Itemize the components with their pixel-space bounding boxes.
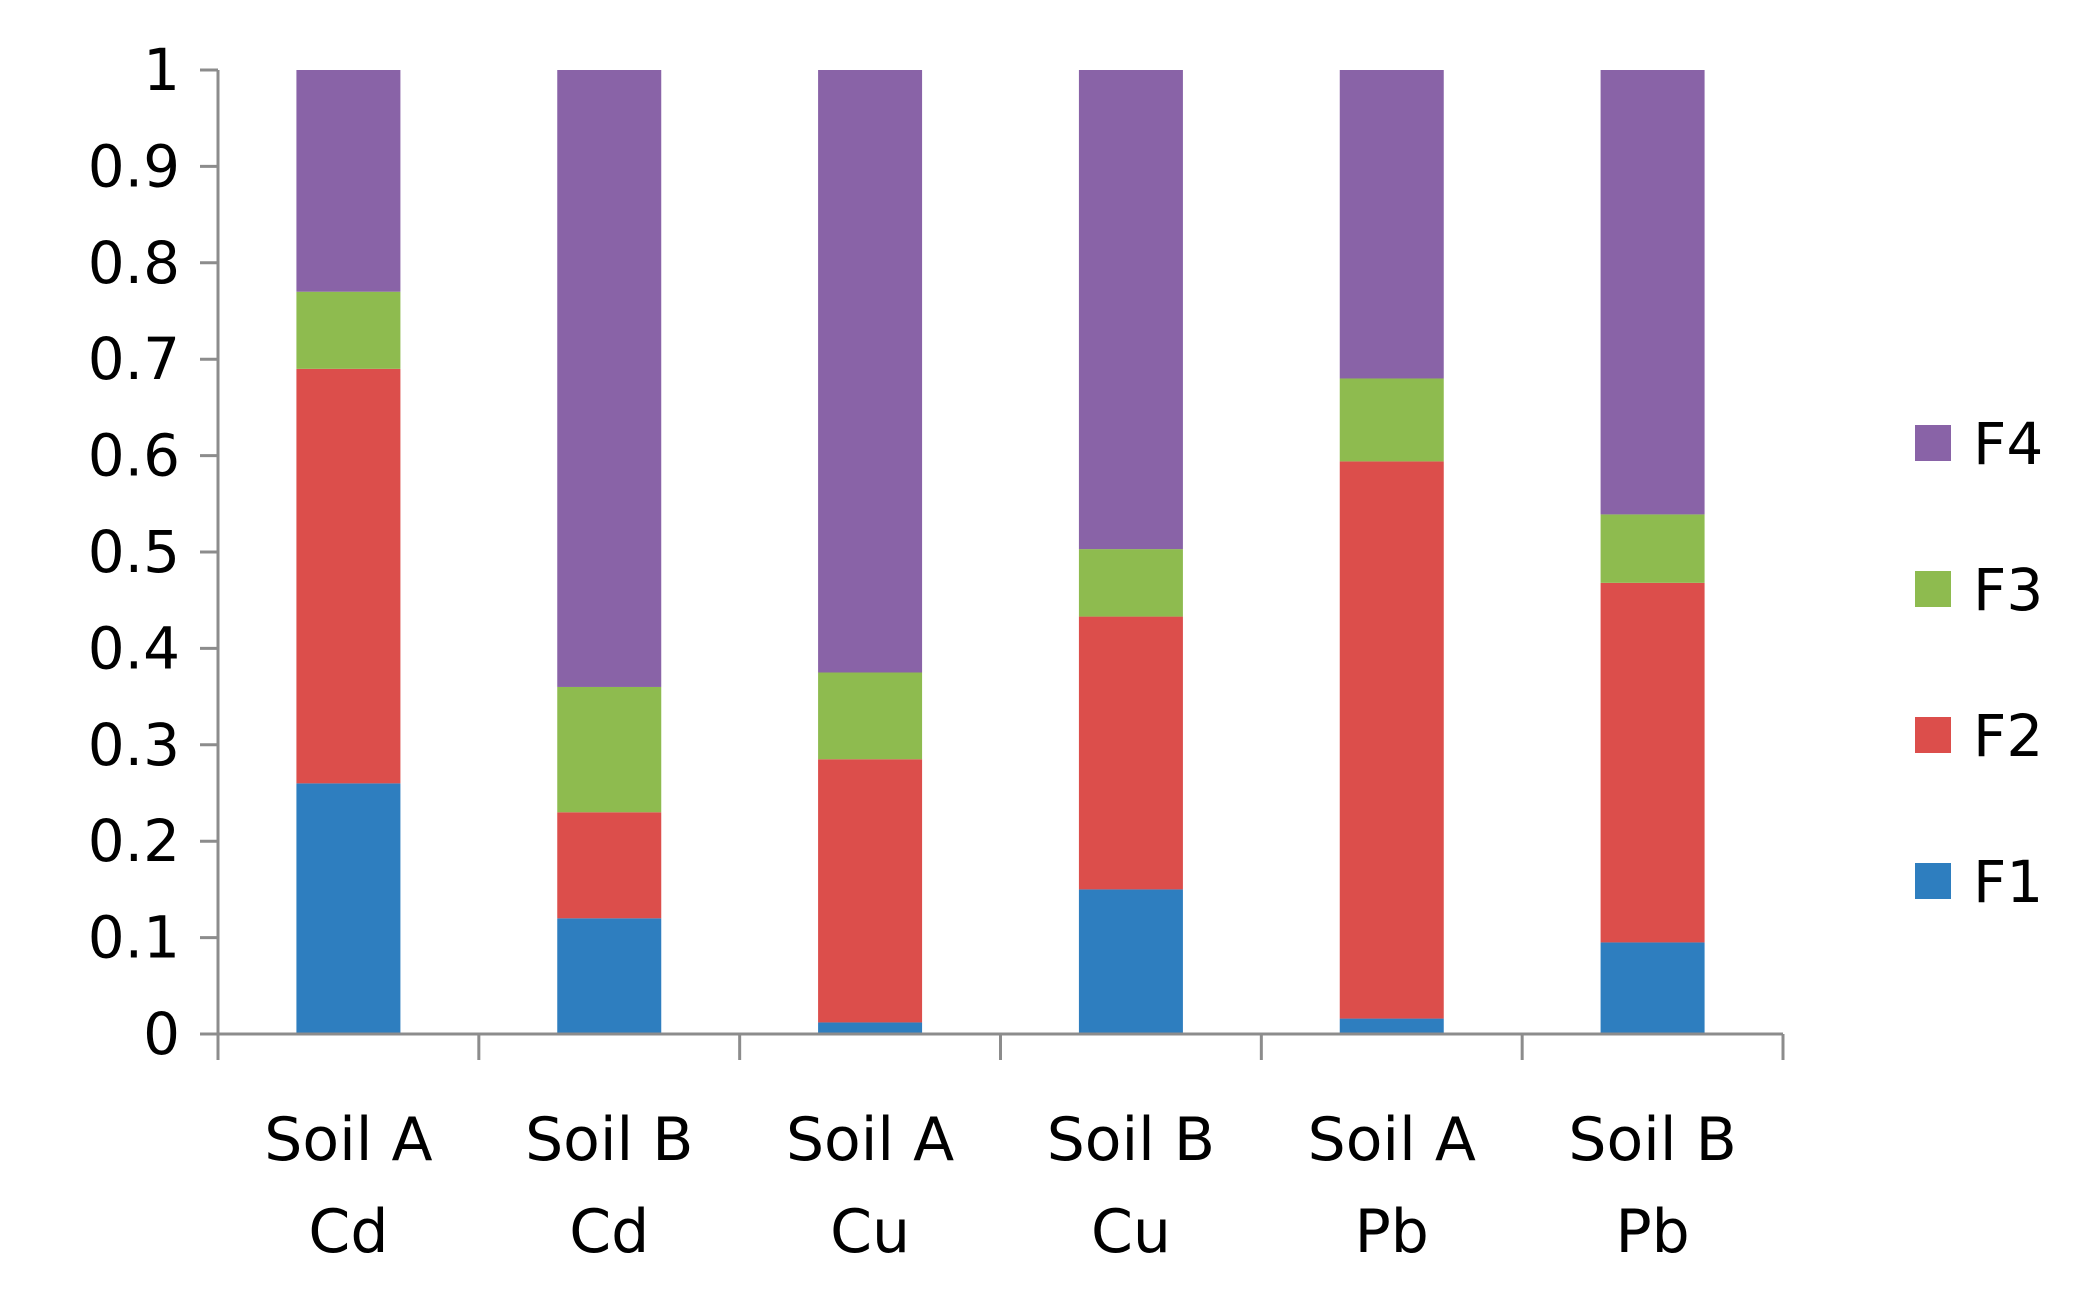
y-tick: 0.1 xyxy=(88,904,218,972)
bar-stack xyxy=(1078,70,1183,1034)
y-tick-label: 0.5 xyxy=(88,518,180,586)
x-category-label-line: Cd xyxy=(569,1197,649,1267)
bar-stack xyxy=(1339,70,1444,1034)
legend-item-f4: F4 xyxy=(1915,410,2043,478)
x-category-label: Soil A Pb xyxy=(1308,1105,1476,1267)
bar-stack xyxy=(1600,70,1705,1034)
bar-segment-f4 xyxy=(1600,70,1705,515)
legend-item-f3: F3 xyxy=(1915,556,2043,624)
bar-segment-f3 xyxy=(818,672,923,760)
bar-segment-f4 xyxy=(557,70,662,687)
x-category-label: Soil B Cu xyxy=(1047,1105,1215,1267)
legend-label: F1 xyxy=(1973,848,2043,916)
y-tick-label: 0.2 xyxy=(88,807,180,875)
bar-segment-f3 xyxy=(1339,378,1444,462)
y-tick-label: 0.1 xyxy=(88,904,180,972)
bar-segment-f2 xyxy=(1600,582,1705,943)
y-tick: 0.6 xyxy=(88,422,218,490)
bar-segment-f2 xyxy=(1339,461,1444,1019)
x-axis-ticks: Soil A Cd Soil B Cd Soil A Cu Soil B Cu Soil A Pb… xyxy=(216,1034,1785,1267)
bar-segment-f1 xyxy=(296,783,401,1034)
legend-item-f1: F1 xyxy=(1915,848,2043,916)
bar-segment-f1 xyxy=(1600,942,1705,1034)
y-tick-label: 0.6 xyxy=(88,422,180,490)
bar-segment-f2 xyxy=(557,812,662,919)
bar-segment-f3 xyxy=(1078,549,1183,617)
y-tick-label: 0.7 xyxy=(88,325,180,393)
x-category-label-line: Soil A xyxy=(786,1105,954,1175)
y-tick-label: 0.8 xyxy=(88,229,180,297)
bar-segment-f1 xyxy=(1339,1018,1444,1034)
y-tick: 0.8 xyxy=(88,229,218,297)
bar-segment-f1 xyxy=(557,918,662,1034)
bar-segment-f4 xyxy=(1339,70,1444,379)
x-category-label: Soil A Cd xyxy=(264,1105,432,1267)
bar-segment-f3 xyxy=(1600,514,1705,583)
bar-segment-f2 xyxy=(296,368,401,784)
bar-segment-f4 xyxy=(296,70,401,292)
x-category-label: Soil B Cd xyxy=(525,1105,693,1267)
bar-segment-f2 xyxy=(818,759,923,1023)
x-category-label-line: Soil B xyxy=(525,1105,693,1175)
x-category-label: Soil B Pb xyxy=(1568,1105,1736,1267)
x-category-label: Soil A Cu xyxy=(786,1105,954,1267)
y-tick: 0.3 xyxy=(88,711,218,779)
bar-segment-f4 xyxy=(1078,70,1183,550)
legend-swatch xyxy=(1915,425,1951,461)
x-category-label-line: Soil B xyxy=(1568,1105,1736,1175)
y-tick-label: 0 xyxy=(143,1000,180,1068)
y-tick-label: 0.3 xyxy=(88,711,180,779)
y-tick: 0 xyxy=(143,1000,218,1068)
legend-swatch xyxy=(1915,863,1951,899)
y-tick: 0.5 xyxy=(88,518,218,586)
x-category-label-line: Soil B xyxy=(1047,1105,1215,1175)
x-category-label-line: Soil A xyxy=(264,1105,432,1175)
y-tick: 0.7 xyxy=(88,325,218,393)
axes-layer xyxy=(216,70,1783,1036)
x-category-label-line: Soil A xyxy=(1308,1105,1476,1175)
y-tick: 0.9 xyxy=(88,132,218,200)
legend-label: F2 xyxy=(1973,702,2043,770)
x-category-label-line: Pb xyxy=(1615,1197,1689,1267)
y-tick: 1 xyxy=(143,36,218,104)
bar-segment-f3 xyxy=(296,291,401,369)
y-tick: 0.4 xyxy=(88,614,218,682)
legend-swatch xyxy=(1915,571,1951,607)
bar-stack xyxy=(296,70,401,1034)
y-axis-ticks: 0 0.1 0.2 0.3 0.4 0.5 0.6 0.7 0.8 0.9 1 xyxy=(88,36,218,1068)
y-tick-label: 0.4 xyxy=(88,614,180,682)
legend-swatch xyxy=(1915,717,1951,753)
bar-segment-f1 xyxy=(1078,889,1183,1034)
bar-stack xyxy=(818,70,923,1034)
legend: F4 F3 F2 F1 xyxy=(1915,410,2043,916)
legend-label: F4 xyxy=(1973,410,2043,478)
bar-segment-f3 xyxy=(557,686,662,813)
y-tick-label: 0.9 xyxy=(88,132,180,200)
bar-segment-f2 xyxy=(1078,616,1183,890)
y-tick-label: 1 xyxy=(143,36,180,104)
bar-segment-f4 xyxy=(818,70,923,673)
x-category-label-line: Cu xyxy=(1091,1197,1171,1267)
x-category-label-line: Cu xyxy=(830,1197,910,1267)
y-tick: 0.2 xyxy=(88,807,218,875)
bar-stack xyxy=(557,70,662,1034)
legend-label: F3 xyxy=(1973,556,2043,624)
x-category-label-line: Cd xyxy=(308,1197,388,1267)
x-category-label-line: Pb xyxy=(1355,1197,1429,1267)
bars-layer xyxy=(296,70,1705,1034)
legend-item-f2: F2 xyxy=(1915,702,2043,770)
bar-segment-f1 xyxy=(818,1022,923,1034)
